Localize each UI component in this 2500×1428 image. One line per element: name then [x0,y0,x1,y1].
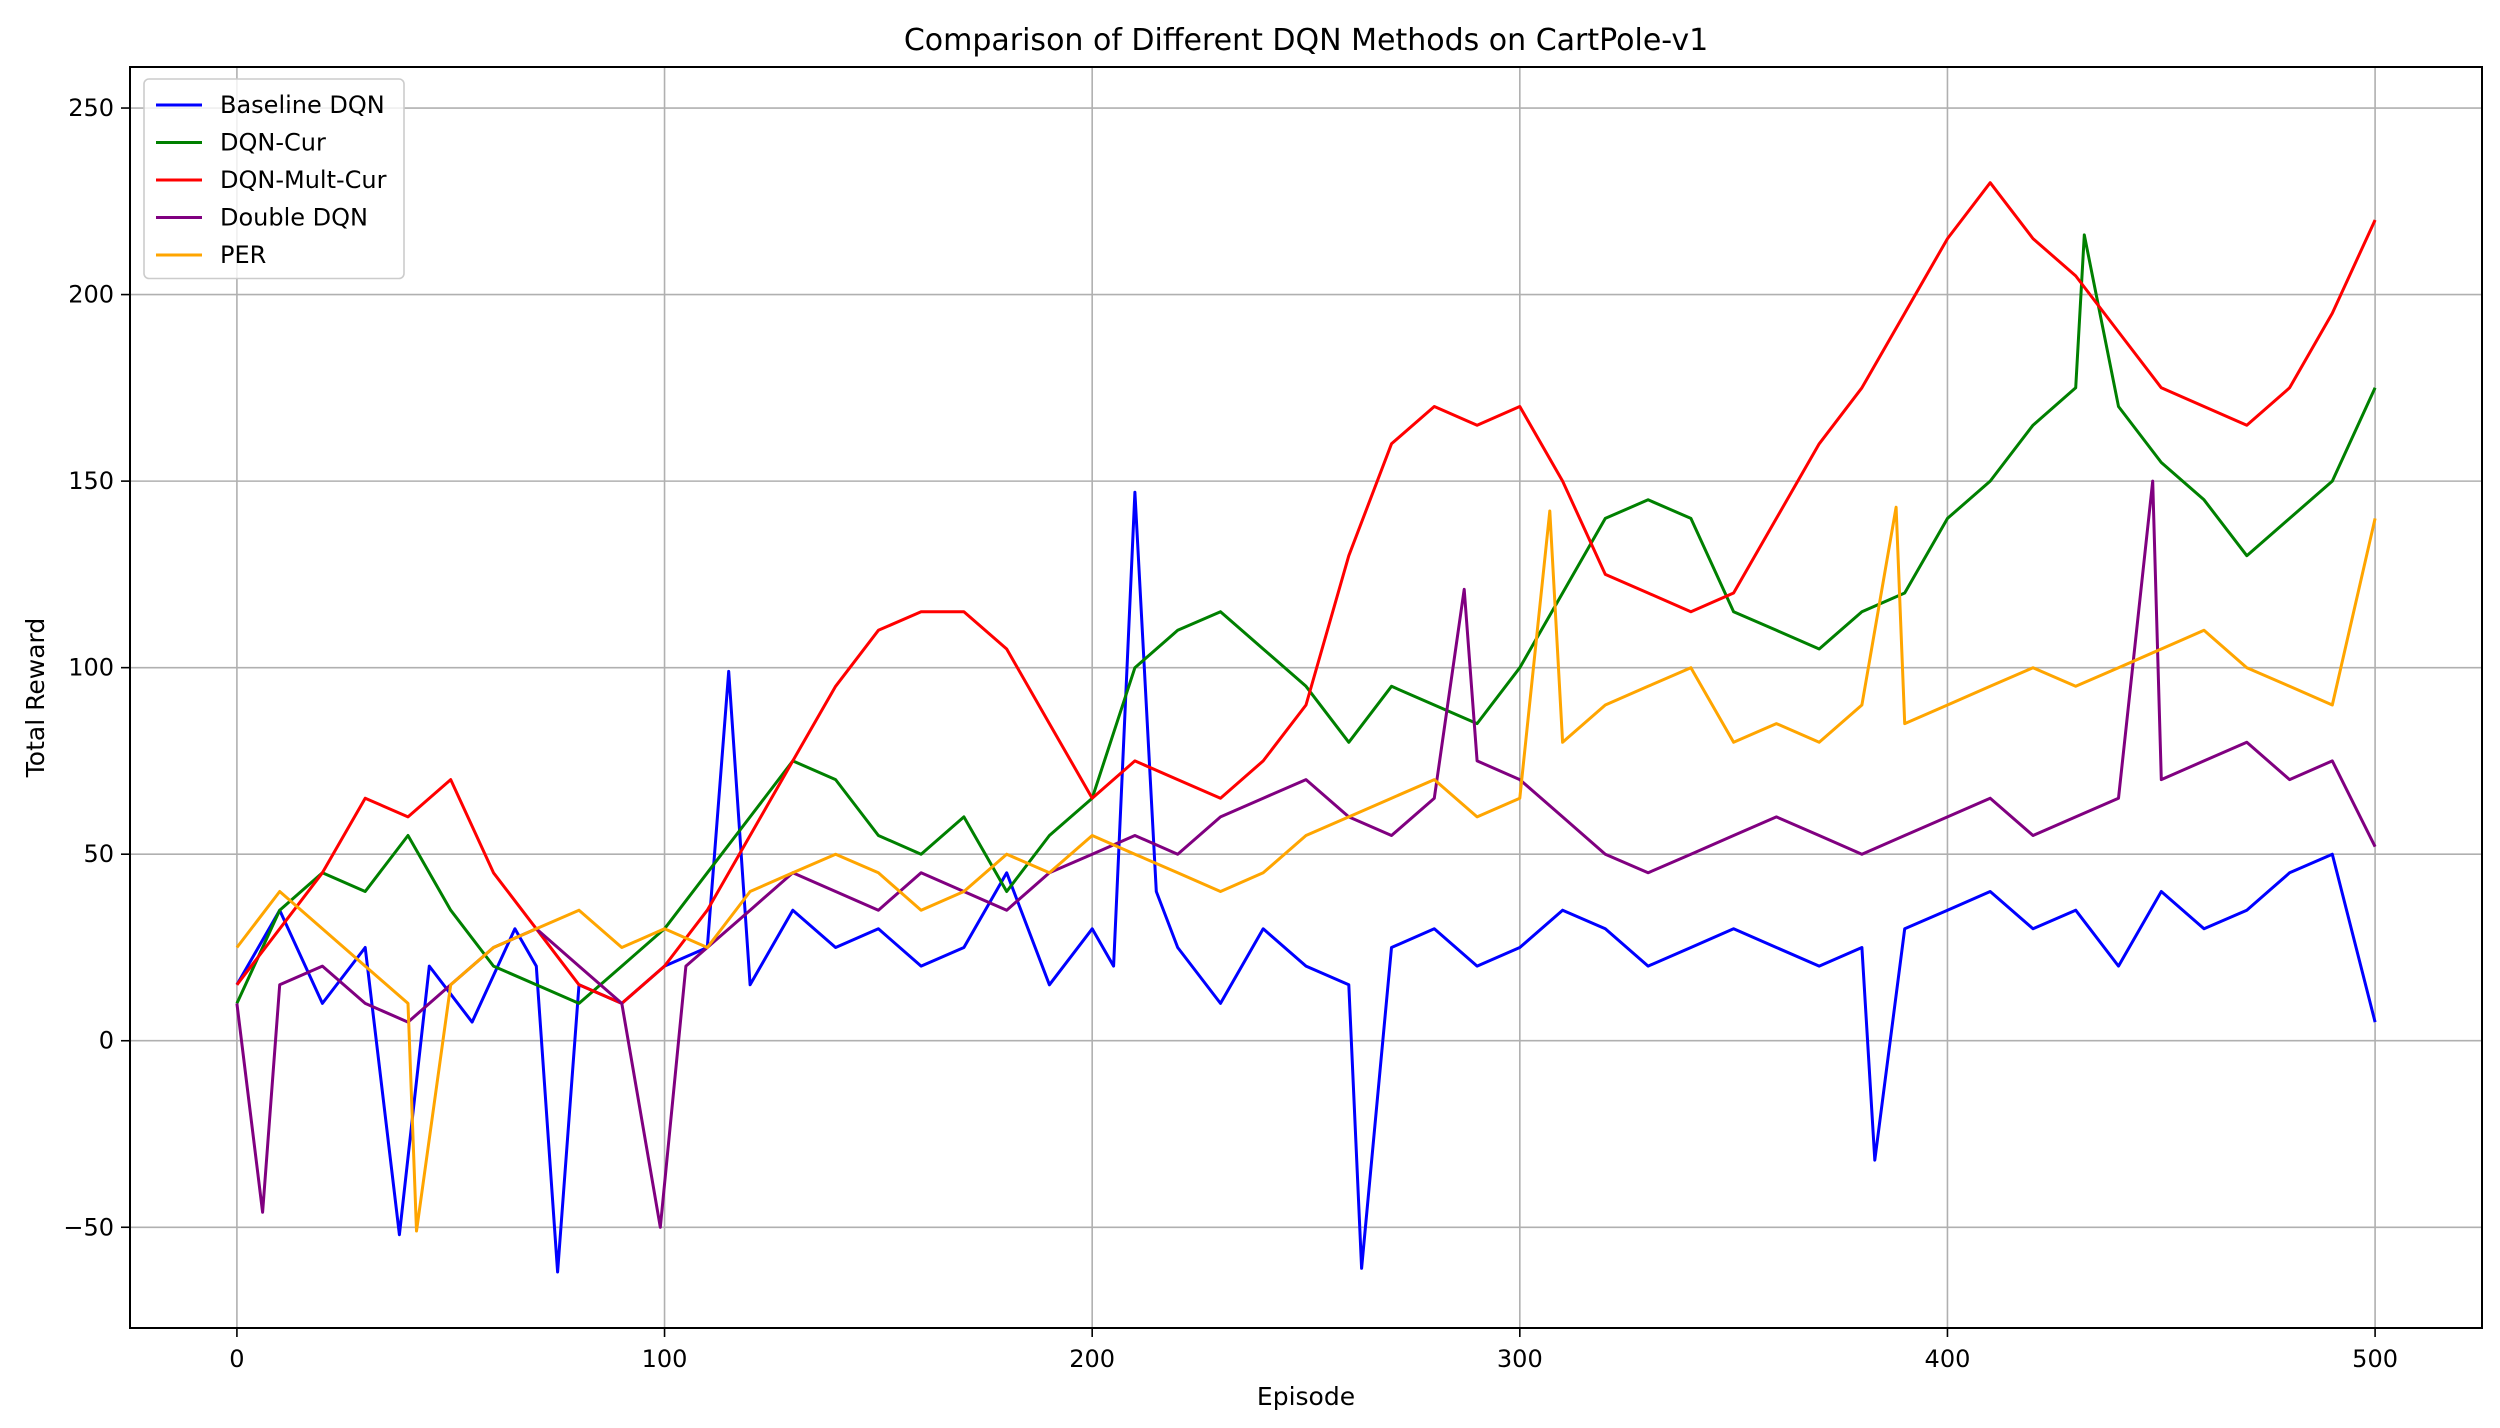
x-tick-label: 400 [1925,1345,1971,1373]
y-tick-label: 100 [68,654,114,682]
legend-label: DQN-Mult-Cur [220,166,387,194]
x-axis-title: Episode [1257,1382,1355,1411]
plot-frame [129,66,2483,1329]
series-line-4 [235,505,2377,1233]
legend-label: Double DQN [220,204,368,232]
grid [130,67,2482,1328]
x-tick-label: 300 [1497,1345,1543,1373]
x-tick-label: 0 [229,1345,244,1373]
legend-label: Baseline DQN [220,91,385,119]
series-lines [235,181,2377,1274]
y-tick-label: −50 [63,1213,114,1241]
x-tick-label: 200 [1069,1345,1115,1373]
x-tick-label: 100 [642,1345,688,1373]
y-tick-label: 200 [68,281,114,309]
y-axis-title: Total Reward [21,618,50,778]
y-tick-label: 0 [99,1027,114,1055]
legend-box [143,78,405,280]
series-line-0 [235,490,2377,1274]
x-tick-label: 500 [2352,1345,2398,1373]
series-line-2 [235,181,2377,1005]
chart-title: Comparison of Different DQN Methods on C… [904,23,1708,58]
series-line-3 [235,479,2377,1229]
legend-label: PER [220,241,266,269]
y-tick-label: 50 [83,840,114,868]
axis-ticks: 0 100 200 300 400 500 −50 0 50 100 150 200 250 [63,94,2398,1373]
legend-label: DQN-Cur [220,129,326,157]
y-tick-label: 250 [68,94,114,122]
legend: Baseline DQN DQN-Cur DQN-Mult-Cur Double DQ… [143,78,405,280]
y-tick-label: 150 [68,467,114,495]
